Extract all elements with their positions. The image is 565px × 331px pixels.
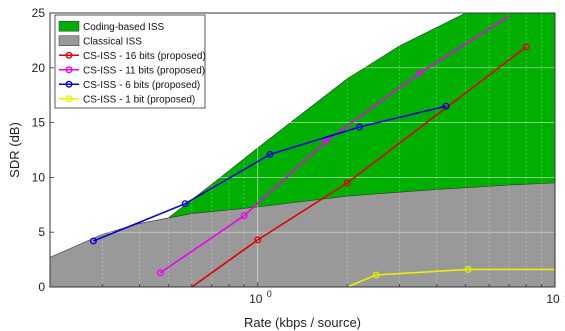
legend-swatch xyxy=(58,35,80,46)
legend-swatch xyxy=(58,21,80,32)
legend-label: CS-ISS - 1 bit (proposed) xyxy=(83,94,195,105)
y-tick-label: 15 xyxy=(32,116,46,130)
y-tick-label: 5 xyxy=(38,225,45,239)
x-tick-label: 10 xyxy=(546,292,560,306)
series-point-2 xyxy=(356,123,363,131)
series-point-3 xyxy=(372,271,380,279)
legend-label: CS-ISS - 16 bits (proposed) xyxy=(83,51,206,62)
legend-marker xyxy=(65,80,73,88)
y-tick-label: 25 xyxy=(32,6,46,20)
legend-label: CS-ISS - 11 bits (proposed) xyxy=(83,65,205,76)
series-point-0 xyxy=(343,179,351,187)
series-point-1 xyxy=(156,269,164,277)
series-point-2 xyxy=(266,150,274,158)
series-line-1 xyxy=(159,15,510,274)
ticks-layer: 0510152025100101 xyxy=(32,6,565,306)
y-tick-label: 10 xyxy=(32,170,46,184)
legend-label: Coding-based ISS xyxy=(83,22,164,33)
y-tick-label: 0 xyxy=(38,280,45,294)
series-point-3 xyxy=(464,266,472,273)
series-point-0 xyxy=(522,43,530,51)
legend-box xyxy=(54,14,206,109)
x-axis-label: Rate (kbps / source) xyxy=(244,315,361,330)
y-tick-label: 20 xyxy=(32,61,46,75)
y-axis-label: SDR (dB) xyxy=(7,122,22,178)
series-line-0 xyxy=(191,46,527,288)
legend-marker xyxy=(65,66,73,74)
series-point-0 xyxy=(254,236,262,244)
series-layer xyxy=(89,15,555,288)
plot-frame xyxy=(49,12,556,288)
legend-marker xyxy=(65,51,73,59)
legend: Coding-based ISS Classical ISS CS-ISS - 16… xyxy=(54,14,206,109)
legend-label: CS-ISS - 6 bits (proposed) xyxy=(83,80,200,91)
series-point-2 xyxy=(181,200,189,208)
legend-marker xyxy=(65,95,73,103)
x-tick-exponent: 0 xyxy=(267,289,272,299)
series-point-2 xyxy=(89,237,97,245)
x-tick-label: 10 xyxy=(249,292,263,306)
series-point-1 xyxy=(240,212,248,220)
legend-label: Classical ISS xyxy=(83,36,142,47)
series-point-1 xyxy=(416,69,423,77)
series-point-2 xyxy=(442,102,450,110)
series-point-1 xyxy=(322,137,330,145)
series-line-2 xyxy=(93,105,447,242)
series-line-3 xyxy=(346,268,555,288)
